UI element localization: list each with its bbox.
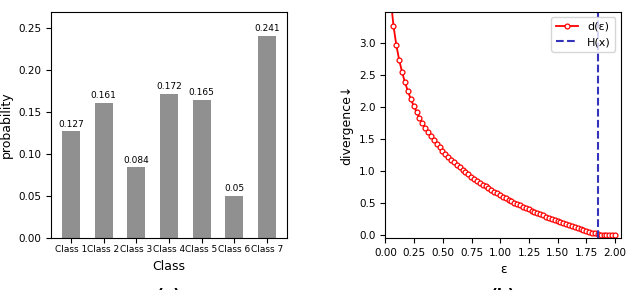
d(ε) xyxy=(519,205,527,209)
Bar xyxy=(62,131,80,238)
X-axis label: ε: ε xyxy=(500,263,506,276)
Bar xyxy=(95,103,113,238)
Y-axis label: divergence↓: divergence↓ xyxy=(340,84,353,165)
Line: d(ε): d(ε) xyxy=(385,0,618,237)
Text: 0.172: 0.172 xyxy=(156,82,182,91)
H(x) xyxy=(595,169,602,173)
Bar xyxy=(193,99,211,238)
H(x) xyxy=(595,233,602,236)
d(ε) xyxy=(597,233,605,236)
Text: 0.241: 0.241 xyxy=(254,24,280,33)
Text: 0.05: 0.05 xyxy=(224,184,244,193)
Text: (b): (b) xyxy=(491,288,515,290)
d(ε) xyxy=(522,206,530,210)
Bar xyxy=(127,167,145,238)
Bar xyxy=(225,196,243,238)
Text: (a): (a) xyxy=(157,288,181,290)
Text: 0.165: 0.165 xyxy=(189,88,214,97)
Text: 0.084: 0.084 xyxy=(124,156,149,165)
Text: 0.161: 0.161 xyxy=(91,91,116,100)
Bar xyxy=(258,36,276,238)
d(ε) xyxy=(611,233,619,236)
Y-axis label: probability: probability xyxy=(0,91,13,158)
Legend: d(ε), H(x): d(ε), H(x) xyxy=(552,17,615,52)
Text: 0.127: 0.127 xyxy=(58,120,84,129)
Bar xyxy=(160,94,178,238)
d(ε) xyxy=(540,214,547,217)
d(ε) xyxy=(484,186,492,190)
d(ε) xyxy=(586,230,593,233)
d(ε) xyxy=(531,210,538,213)
X-axis label: Class: Class xyxy=(152,260,186,273)
